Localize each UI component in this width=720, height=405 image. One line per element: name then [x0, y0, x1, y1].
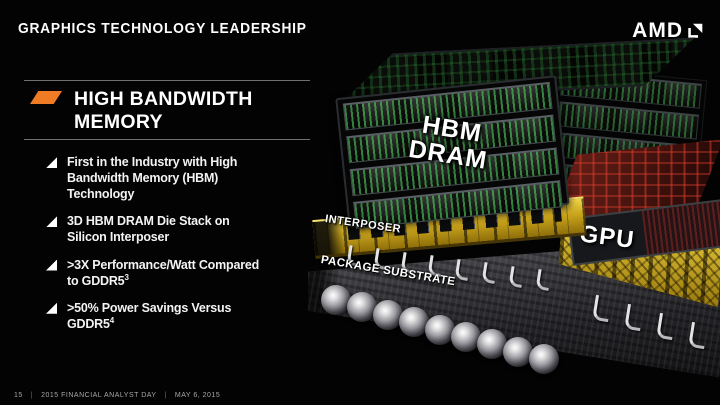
divider-top — [24, 80, 310, 81]
bump-connector — [688, 321, 708, 350]
triangle-bullet-icon — [46, 157, 57, 169]
gpu-die: GPU — [567, 199, 720, 266]
bullet-item: >3X Performance/Watt Compared to GDDR53 — [46, 257, 310, 289]
dram-layer-side — [554, 132, 697, 171]
dram-layer — [349, 147, 560, 197]
accent-parallelogram-icon — [30, 91, 62, 104]
bump-connector — [481, 262, 498, 284]
solder-ball — [347, 292, 377, 322]
solder-ball — [399, 307, 429, 337]
triangle-bullet-icon — [46, 216, 57, 228]
solder-ball — [373, 300, 403, 330]
bump-connector — [592, 294, 612, 323]
solder-ball — [321, 285, 351, 315]
interposer-label: INTERPOSER — [324, 213, 402, 236]
dram-layer — [342, 81, 553, 131]
bump-connector — [373, 248, 390, 270]
hbm-dram-label: HBM DRAM — [406, 110, 490, 176]
interposer-circuit-right — [556, 216, 720, 307]
bump-connector — [427, 255, 444, 277]
footer: 15 | 2015 FINANCIAL ANALYST DAY | MAY 6,… — [14, 392, 220, 399]
dram-stack-top-face — [340, 37, 698, 102]
section-title: HIGH BANDWIDTH MEMORY — [74, 88, 253, 133]
bump-connector — [346, 245, 363, 267]
page-number: 15 — [14, 392, 23, 399]
footer-separator: | — [164, 392, 167, 399]
amd-logo: AMD — [632, 20, 704, 41]
content-panel: HIGH BANDWIDTH MEMORY First in the Indust… — [24, 80, 310, 343]
gpu-label: GPU — [578, 220, 637, 254]
footer-separator: | — [30, 392, 34, 399]
dram-layer — [346, 114, 556, 164]
solder-ball — [529, 344, 559, 374]
bump-connector — [400, 252, 417, 274]
section-title-row: HIGH BANDWIDTH MEMORY — [24, 81, 310, 139]
bump-connector — [508, 266, 525, 288]
interposer-layer — [312, 196, 587, 259]
solder-ball — [451, 322, 481, 352]
solder-ball — [477, 329, 507, 359]
dram-stack — [335, 75, 570, 229]
bullet-list: First in the Industry with High Bandwidt… — [24, 154, 310, 332]
footer-event: 2015 FINANCIAL ANALYST DAY — [41, 392, 157, 399]
bullet-item: First in the Industry with High Bandwidt… — [46, 154, 310, 202]
solder-ball — [425, 315, 455, 345]
microbumps-row — [347, 205, 562, 240]
dram-layer — [353, 180, 563, 229]
dram-stack-side — [544, 66, 708, 216]
amd-arrow-logo-icon — [688, 23, 703, 38]
dram-layer-side — [551, 163, 694, 202]
bullet-item: >50% Power Savings Versus GDDR54 — [46, 300, 310, 332]
bump-connector — [535, 269, 552, 291]
dram-layer-side — [560, 70, 702, 109]
bump-connector — [656, 312, 676, 341]
triangle-bullet-icon — [46, 302, 57, 314]
footer-date: MAY 6, 2015 — [174, 392, 221, 399]
solder-ball — [503, 337, 533, 367]
page-title: GRAPHICS TECHNOLOGY LEADERSHIP — [18, 20, 307, 37]
bump-connector — [454, 259, 471, 281]
amd-logo-text: AMD — [632, 19, 683, 42]
package-substrate — [308, 238, 720, 378]
package-substrate-label: PACKAGE SUBSTRATE — [320, 254, 457, 289]
gpu-die-top-face — [540, 139, 720, 230]
bump-connector — [624, 303, 644, 332]
header: GRAPHICS TECHNOLOGY LEADERSHIP AMD — [18, 20, 704, 41]
dram-layer-side — [557, 101, 699, 140]
bullet-item: 3D HBM DRAM Die Stack on Silicon Interpo… — [46, 213, 310, 245]
triangle-bullet-icon — [46, 259, 57, 271]
divider-bottom — [24, 139, 310, 141]
